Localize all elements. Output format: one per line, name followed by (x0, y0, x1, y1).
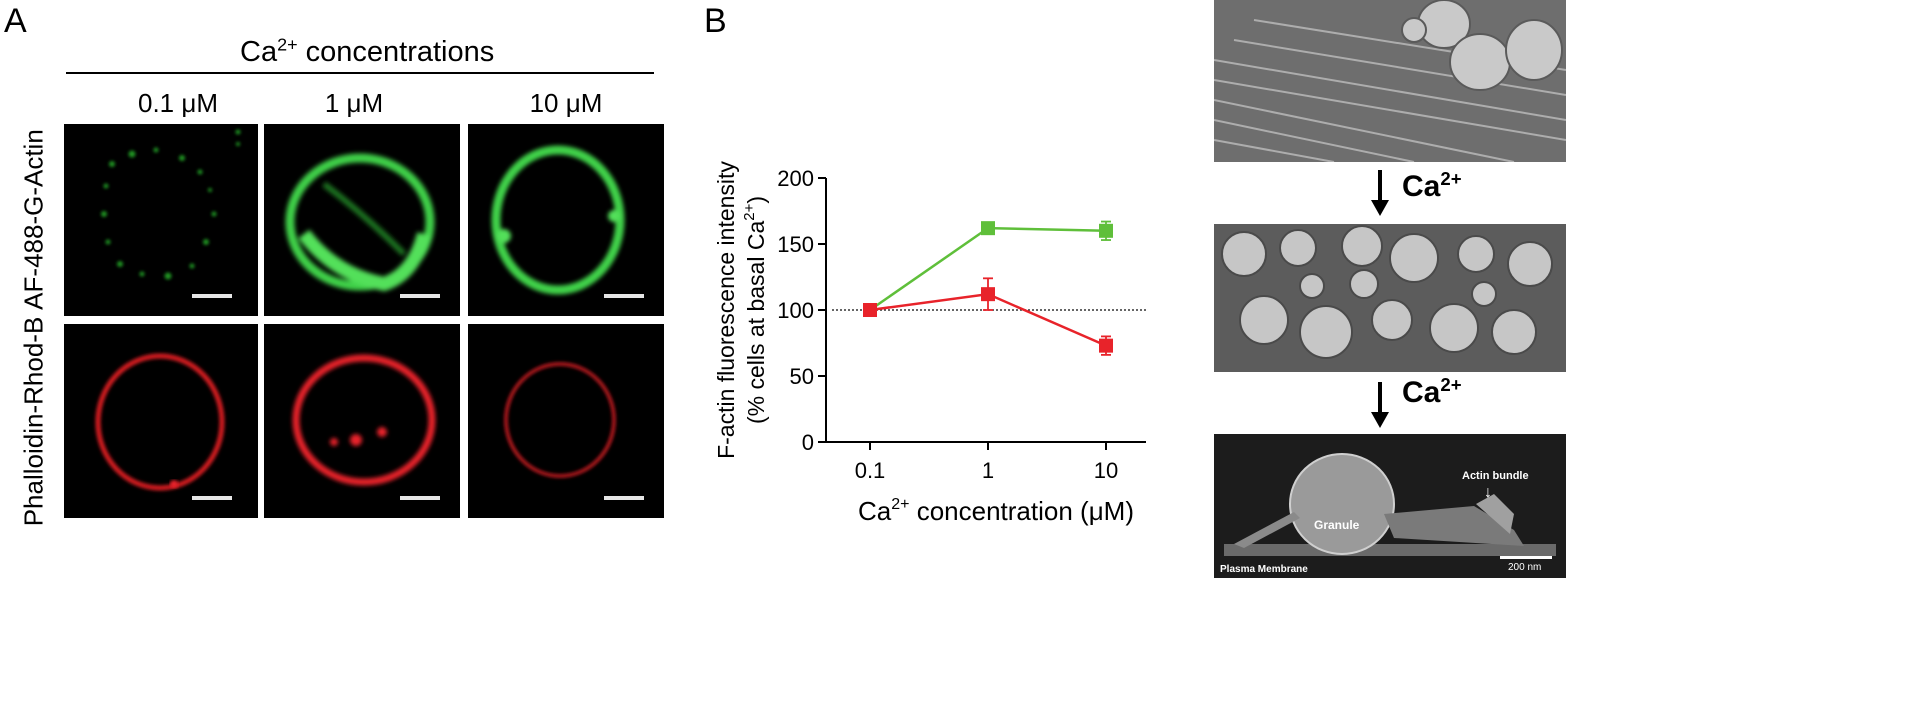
fluorescence-chart: 0 50 100 150 200 0.1 1 10 F-actin fluorescence i… (713, 161, 1146, 526)
scale-bar (604, 496, 644, 500)
panel-a-header-rule (66, 72, 654, 74)
micrograph-red-0-1um (64, 324, 258, 518)
scale-bar (604, 294, 644, 298)
panel-a-header: Ca2+ concentrations (240, 34, 495, 68)
x-tick-label: 1 (982, 458, 994, 483)
micrograph-green-10um (468, 124, 664, 316)
tomogram-scale-label: 200 nm (1508, 562, 1542, 573)
actin-bundle-label: Actin bundle (1462, 470, 1529, 482)
scale-bar (192, 294, 232, 298)
y-tick-label: 50 (790, 364, 814, 389)
x-tick-label: 0.1 (855, 458, 886, 483)
scale-bar (192, 496, 232, 500)
y-tick-label: 150 (777, 232, 814, 257)
y-tick-label: 200 (777, 166, 814, 191)
column-label-0-1um: 0.1 μM (137, 88, 218, 118)
plasma-membrane-label: Plasma Membrane (1220, 564, 1308, 575)
panel-letter-b: B (704, 2, 727, 40)
calcium-step-label-2: Ca2+ (1402, 374, 1462, 409)
data-point (863, 303, 877, 317)
micrograph-red-1um (264, 324, 460, 518)
micrograph-green-0-1um (64, 124, 258, 316)
calcium-step-label-1: Ca2+ (1402, 168, 1462, 203)
micrograph-red-10um (468, 324, 664, 518)
y-axis-label: F-actin fluorescence intensity (% cells a… (713, 161, 769, 459)
tomogram-scale-bar (1500, 556, 1552, 559)
down-arrow-icon (1371, 382, 1389, 428)
micrograph-green-1um (264, 124, 460, 316)
x-tick-label: 10 (1094, 458, 1118, 483)
x-axis-label: Ca2+ concentration (μM) (858, 496, 1134, 526)
row-label-phalloidin-rhod-b: Phalloidin-Rhod-B (18, 316, 49, 527)
data-point (981, 221, 995, 236)
scale-bar (400, 496, 440, 500)
y-tick-label: 100 (777, 298, 814, 323)
data-point (981, 287, 995, 302)
scale-bar (400, 294, 440, 298)
sem-image-before (1214, 0, 1566, 162)
data-point (1099, 338, 1113, 353)
column-label-10um: 10 μM (529, 88, 603, 118)
panel-letter-a: A (4, 2, 27, 40)
data-point (1099, 223, 1113, 238)
tomogram-image: Granule Actin bundle ↓ Plasma Membrane 2… (1214, 434, 1566, 578)
column-label-1um: 1 μM (324, 88, 384, 118)
down-arrow-icon (1371, 170, 1389, 216)
y-tick-label: 0 (802, 430, 814, 455)
sem-image-after (1214, 224, 1566, 372)
row-label-af488-g-actin: AF-488-G-Actin (18, 129, 49, 310)
granule-label: Granule (1314, 518, 1360, 532)
actin-bundle-arrow-icon: ↓ (1484, 484, 1492, 501)
